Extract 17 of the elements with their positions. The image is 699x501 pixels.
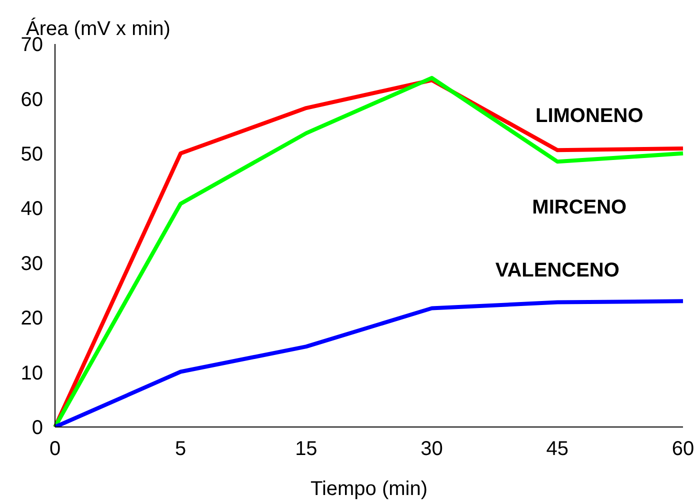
y-tick-label: 0	[32, 417, 43, 440]
x-tick-label: 45	[546, 438, 569, 460]
x-tick-label: 0	[49, 438, 61, 460]
x-tick-label: 30	[420, 438, 443, 460]
x-tick-label: 5	[175, 438, 186, 460]
x-tick-label: 15	[295, 438, 318, 460]
x-tick-label: 60	[672, 438, 694, 460]
series-label: VALENCENO	[495, 259, 620, 282]
y-tick-label: 20	[20, 308, 43, 330]
series-label: LIMONENO	[536, 105, 644, 128]
series-label: MIRCENO	[532, 196, 627, 219]
y-tick-label: 40	[20, 198, 43, 220]
y-tick-label: 50	[20, 144, 43, 166]
y-tick-label: 60	[20, 88, 43, 111]
y-tick-label: 30	[20, 252, 43, 275]
y-tick-label: 10	[20, 362, 43, 384]
x-axis-title: Tiempo (min)	[310, 478, 428, 500]
